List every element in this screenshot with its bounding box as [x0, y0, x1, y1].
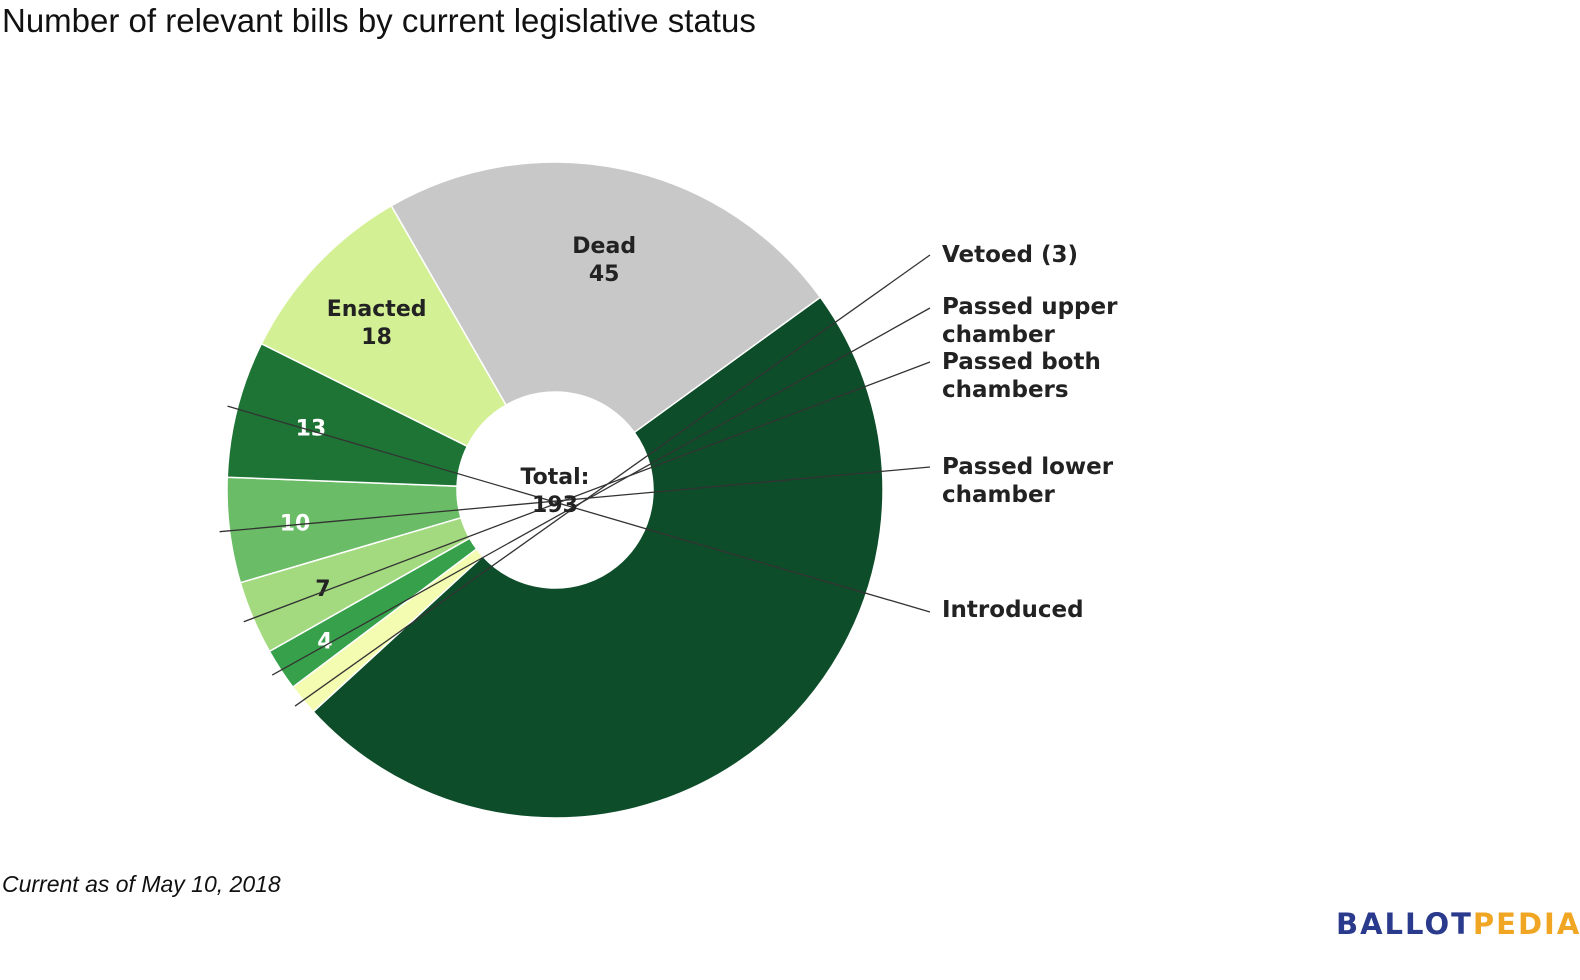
logo-part-ballot: BALLOT — [1336, 907, 1473, 941]
leader-line-passed-upper-chamber — [271, 307, 931, 676]
center-total-label: Total: 193 — [521, 465, 590, 518]
footnote: Current as of May 10, 2018 — [2, 871, 281, 897]
callout-label-introduced: Introduced — [942, 597, 1084, 623]
callout-label-passed-lower-chamber: Passed lower chamber — [942, 454, 1114, 508]
callout-label-vetoed: Vetoed (3) — [942, 242, 1078, 268]
slice-label-passed-both-chambers: 7 — [315, 577, 330, 602]
leader-line-passed-lower-chamber — [219, 466, 931, 533]
slice-dead — [390, 161, 822, 434]
slice-label-introduced: 13 — [296, 416, 327, 441]
slice-enacted — [260, 204, 508, 448]
chart-title: Number of relevant bills by current legi… — [2, 2, 756, 39]
logo-part-pedia: PEDIA — [1472, 907, 1580, 941]
callout-label-passed-upper-chamber: Passed upper chamber — [942, 294, 1118, 348]
ballotpedia-logo: BALLOTPEDIA — [1336, 907, 1580, 941]
slice-label-enacted: Enacted 18 — [327, 297, 427, 350]
callout-label-passed-both-chambers: Passed both chambers — [942, 349, 1101, 403]
slice-label-dead: Dead 45 — [572, 234, 636, 287]
leader-line-passed-both-chambers — [243, 361, 931, 623]
slice-referred-to-committee — [312, 296, 884, 819]
leader-line-introduced — [227, 405, 931, 613]
leader-line-vetoed — [294, 254, 931, 707]
